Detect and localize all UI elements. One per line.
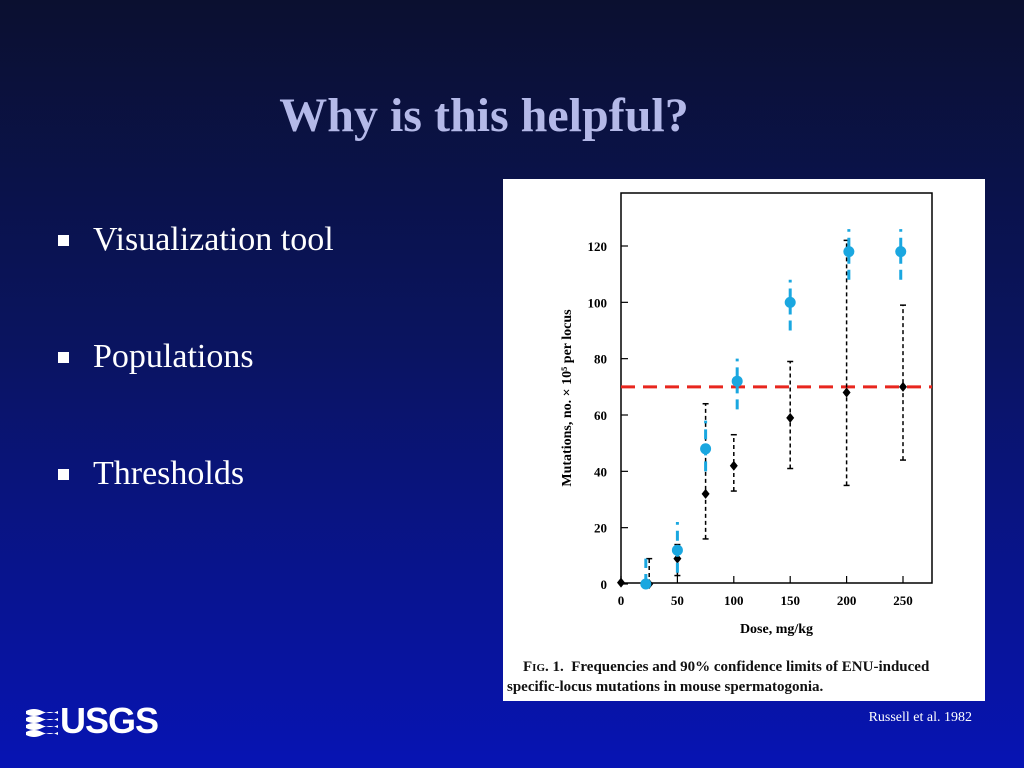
highlight-point	[843, 246, 855, 258]
highlight-point	[784, 296, 796, 308]
data-point	[701, 488, 710, 499]
bullet-text: Thresholds	[93, 455, 245, 492]
bullet-item: Populations	[58, 333, 334, 381]
highlight-point	[700, 443, 712, 455]
x-tick-label: 200	[837, 593, 857, 608]
x-tick-label: 250	[893, 593, 913, 608]
bullet-list: Visualization tool Populations Threshold…	[58, 216, 334, 567]
highlight-point	[731, 375, 743, 387]
y-tick-label: 20	[594, 521, 607, 536]
figure-caption: Fig. 1. Frequencies and 90% confidence l…	[507, 657, 981, 697]
bullet-text: Populations	[93, 338, 254, 375]
y-tick-label: 120	[588, 239, 608, 254]
x-tick-label: 50	[671, 593, 684, 608]
usgs-wave-icon	[26, 709, 58, 737]
dose-response-chart: 0 20 40 60 80 100 120 0 50 100 150 200 250 Dose, mg/k…	[560, 192, 933, 637]
bullet-item: Thresholds	[58, 450, 334, 498]
x-tick-label: 150	[780, 593, 800, 608]
x-tick-label: 100	[724, 593, 744, 608]
x-axis-label: Dose, mg/kg	[740, 622, 813, 637]
data-point	[786, 412, 795, 423]
bullet-item: Visualization tool	[58, 216, 334, 264]
y-tick-label: 40	[594, 464, 607, 479]
square-bullet-icon	[58, 468, 69, 480]
y-tick-label: 0	[601, 577, 608, 592]
bullet-text: Visualization tool	[93, 221, 334, 258]
figure-caption-text: Frequencies and 90% confidence limits of…	[507, 659, 930, 695]
x-tick-label: 0	[618, 593, 625, 608]
figure-panel: 0 20 40 60 80 100 120 0 50 100 150 200 250 Dose, mg/k…	[503, 179, 985, 701]
data-point	[729, 460, 738, 471]
square-bullet-icon	[58, 234, 69, 246]
y-tick-label: 100	[588, 295, 608, 310]
highlight-point	[671, 544, 683, 556]
figure-label: Fig. 1.	[523, 659, 564, 675]
data-point	[617, 577, 625, 588]
usgs-logo-text: USGS	[60, 700, 159, 741]
y-tick-label: 80	[594, 352, 607, 367]
usgs-logo: USGS	[26, 700, 159, 741]
data-point	[899, 381, 907, 392]
slide-title: Why is this helpful?	[279, 89, 689, 142]
y-tick-label: 60	[594, 408, 607, 423]
y-axis-label: Mutations, no. × 10⁵ per locus	[560, 309, 575, 487]
citation: Russell et al. 1982	[868, 710, 972, 725]
data-point	[673, 553, 682, 564]
data-point	[842, 387, 851, 398]
square-bullet-icon	[58, 351, 69, 363]
highlight-point	[640, 578, 652, 590]
highlight-point	[895, 246, 907, 258]
